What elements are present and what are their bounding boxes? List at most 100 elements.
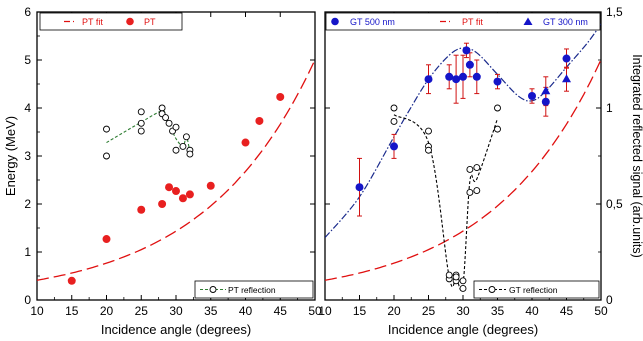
- gt500-data-point: [390, 142, 398, 151]
- left-y-axis-title: Energy (MeV): [3, 116, 18, 196]
- left-plot-frame: [36, 11, 316, 301]
- gt300-data-point: [562, 74, 571, 83]
- right-legend-fit-label: PT fit: [462, 17, 483, 27]
- y-tick-label: 1: [606, 101, 613, 115]
- pt-data-point: [206, 181, 215, 190]
- x-tick-label: 45: [274, 304, 288, 318]
- pt-data-point: [165, 183, 174, 192]
- x-tick-label: 35: [491, 304, 505, 318]
- reflection-point: [466, 189, 474, 196]
- reflection-point: [137, 108, 145, 116]
- y-tick-label: 4: [24, 101, 31, 115]
- y-tick-label: 6: [24, 5, 31, 19]
- y-tick-label: 2: [24, 197, 31, 211]
- right-legend-gt500-label: GT 500 nm: [350, 17, 395, 27]
- right-legend-reflection-label: GT reflection: [509, 285, 558, 295]
- reflection-point: [445, 271, 453, 279]
- right-chart: 10 15 20 25 30 35 40 45 500 0,5 1 1,5: [318, 5, 623, 318]
- y-tick-label: 0: [606, 293, 613, 307]
- right-legend-gt300-marker: [523, 17, 533, 25]
- plot-area: [37, 59, 315, 285]
- reflection-point: [186, 150, 194, 158]
- reflection-point: [172, 123, 180, 131]
- reflection-point: [459, 285, 467, 292]
- x-tick-label: 25: [135, 304, 149, 318]
- reflection-point: [103, 152, 110, 160]
- reflection-point: [390, 117, 398, 125]
- left-legend-top-box: [39, 12, 183, 31]
- reflection-point: [390, 104, 398, 112]
- y-tick-label: 1,5: [606, 5, 623, 19]
- left-legend-reflection-marker: [209, 286, 217, 293]
- gt300-data-point: [541, 86, 551, 95]
- x-tick-label: 15: [65, 304, 79, 318]
- reflection-point: [172, 146, 180, 154]
- x-tick-label: 45: [560, 304, 574, 318]
- gt500-data-point: [355, 183, 364, 192]
- gt500-data-point: [528, 92, 536, 100]
- pt-data-point: [172, 187, 180, 196]
- right-legend-gt300-label: GT 300 nm: [543, 17, 588, 27]
- reflection-point: [425, 146, 432, 154]
- x-tick-label: 10: [318, 304, 332, 318]
- right-legend-reflection-marker: [488, 286, 496, 293]
- y-tick-label: 5: [24, 53, 31, 67]
- right-y-axis-title: Integrated reflected signal (arb.units): [630, 54, 643, 258]
- reflection-point: [466, 165, 474, 173]
- pt-data-point: [185, 190, 194, 199]
- x-tick-label: 50: [308, 304, 322, 318]
- gt500-data-point: [465, 60, 474, 69]
- pt-data-point: [255, 116, 264, 125]
- x-tick-label: 20: [387, 304, 401, 318]
- x-tick-label: 50: [594, 304, 608, 318]
- gt500-data-point: [462, 46, 471, 55]
- y-tick-label: 1: [24, 245, 31, 259]
- left-legend-pt-label: PT: [144, 17, 156, 27]
- pt-fit-curve: [325, 59, 601, 281]
- gt500-data-point: [493, 77, 502, 86]
- pt-fit-curve: [37, 59, 315, 281]
- pt-data-point: [102, 235, 111, 244]
- gt-fit-curve: [325, 23, 601, 238]
- left-legend-reflection-label: PT reflection: [228, 285, 276, 295]
- reflection-point: [473, 164, 481, 171]
- reflection-point: [137, 127, 145, 135]
- reflection-point: [137, 119, 145, 127]
- reflection-point: [452, 273, 460, 281]
- left-legend-bottom-box: [194, 280, 314, 299]
- x-tick-label: 15: [353, 304, 367, 318]
- gt500-data-point: [472, 72, 481, 81]
- reflection-point: [494, 104, 501, 112]
- x-tick-label: 30: [169, 304, 183, 318]
- reflection-point: [425, 127, 432, 135]
- pt-data-point: [178, 194, 187, 203]
- x-tick-label: 40: [525, 304, 539, 318]
- reflection-point: [158, 104, 166, 112]
- pt-data-point: [158, 200, 167, 208]
- gt500-data-point: [541, 97, 550, 106]
- x-tick-label: 10: [30, 304, 44, 318]
- left-legend-pt-marker: [126, 17, 134, 26]
- reflection-trend-line: [393, 114, 499, 292]
- plot-area: [325, 23, 601, 292]
- left-x-axis-title: Incidence angle (degrees): [101, 322, 251, 337]
- x-tick-label: 25: [422, 304, 436, 318]
- reflection-point: [494, 125, 501, 133]
- y-tick-label: 0,5: [606, 197, 623, 211]
- right-legend-gt500-marker: [331, 17, 339, 26]
- reflection-point: [473, 187, 481, 195]
- pt-data-point: [67, 276, 76, 285]
- right-legend-top-box: [325, 12, 601, 31]
- gt500-data-point: [445, 72, 454, 81]
- x-tick-label: 20: [100, 304, 114, 318]
- reflection-point: [179, 142, 187, 150]
- reflection-point: [162, 114, 170, 122]
- pt-data-point: [276, 92, 285, 101]
- x-tick-label: 30: [456, 304, 470, 318]
- reflection-point: [459, 277, 467, 285]
- pt-data-point: [137, 205, 146, 214]
- pt-data-point: [241, 138, 250, 147]
- gt500-data-point: [424, 75, 433, 84]
- reflection-point: [182, 133, 190, 141]
